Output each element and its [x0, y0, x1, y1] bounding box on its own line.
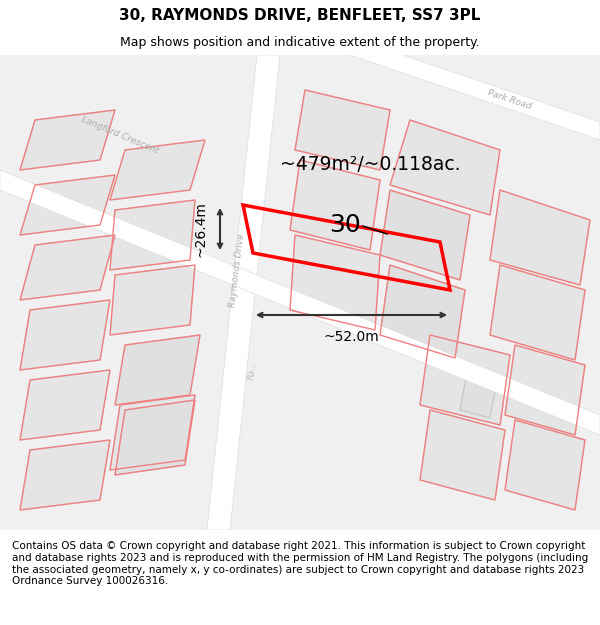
Text: ~52.0m: ~52.0m [323, 330, 379, 344]
Polygon shape [115, 335, 200, 405]
Polygon shape [110, 140, 205, 200]
Polygon shape [20, 175, 115, 235]
Text: ~479m²/~0.118ac.: ~479m²/~0.118ac. [280, 156, 460, 174]
Polygon shape [295, 90, 390, 170]
Polygon shape [0, 170, 600, 435]
Polygon shape [490, 265, 585, 360]
Polygon shape [110, 395, 195, 470]
Polygon shape [20, 370, 110, 440]
Polygon shape [110, 265, 195, 335]
Polygon shape [380, 265, 465, 358]
Polygon shape [115, 400, 195, 475]
Polygon shape [20, 300, 110, 370]
Polygon shape [20, 440, 110, 510]
Polygon shape [380, 190, 470, 280]
Text: Map shows position and indicative extent of the property.: Map shows position and indicative extent… [120, 36, 480, 49]
Text: 30: 30 [329, 213, 361, 237]
Polygon shape [390, 120, 500, 215]
Polygon shape [110, 200, 195, 270]
Polygon shape [490, 190, 590, 285]
Text: Park Road: Park Road [487, 89, 533, 111]
Polygon shape [460, 367, 498, 418]
Text: Contains OS data © Crown copyright and database right 2021. This information is : Contains OS data © Crown copyright and d… [12, 541, 588, 586]
Text: 30, RAYMONDS DRIVE, BENFLEET, SS7 3PL: 30, RAYMONDS DRIVE, BENFLEET, SS7 3PL [119, 8, 481, 23]
Polygon shape [20, 110, 115, 170]
Polygon shape [505, 420, 585, 510]
Text: Langford Crescent: Langford Crescent [80, 114, 160, 156]
Polygon shape [420, 335, 510, 425]
Polygon shape [420, 410, 505, 500]
Polygon shape [290, 160, 380, 250]
Polygon shape [505, 345, 585, 435]
Text: Raymonds Drive: Raymonds Drive [228, 232, 246, 308]
Polygon shape [20, 235, 115, 300]
Text: Ra...: Ra... [247, 360, 257, 380]
Polygon shape [350, 37, 600, 140]
Polygon shape [290, 235, 380, 330]
Polygon shape [207, 55, 280, 530]
Text: ~26.4m: ~26.4m [194, 201, 208, 257]
